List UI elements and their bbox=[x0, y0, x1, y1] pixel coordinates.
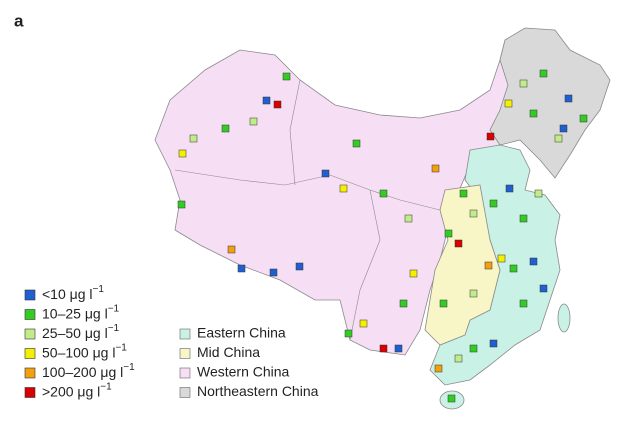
site bbox=[295, 262, 304, 271]
site bbox=[447, 394, 456, 403]
site bbox=[519, 299, 528, 308]
site bbox=[344, 329, 353, 338]
province-border bbox=[174, 169, 441, 211]
sampling-sites bbox=[177, 69, 588, 403]
legend-label-superscript: −1 bbox=[100, 381, 112, 392]
site bbox=[177, 200, 186, 209]
site bbox=[439, 299, 448, 308]
legend-label-superscript: −1 bbox=[93, 284, 105, 295]
site bbox=[379, 189, 388, 198]
legend-label-superscript: −1 bbox=[108, 303, 120, 314]
legend-label: 100–200 μg l−1 bbox=[42, 362, 135, 380]
western-china bbox=[154, 39, 526, 356]
site bbox=[273, 100, 282, 109]
site bbox=[249, 117, 258, 126]
site bbox=[379, 344, 388, 353]
legend-swatch bbox=[24, 289, 36, 301]
site bbox=[579, 114, 588, 123]
legend-label-text: 50–100 μg l bbox=[42, 344, 115, 360]
site bbox=[469, 289, 478, 298]
legend-label-superscript: −1 bbox=[123, 362, 135, 373]
site bbox=[505, 184, 514, 193]
site bbox=[484, 261, 493, 270]
site bbox=[444, 229, 453, 238]
panel-label: a bbox=[14, 11, 24, 30]
taiwan bbox=[557, 303, 571, 333]
site bbox=[178, 149, 187, 158]
site bbox=[509, 264, 518, 273]
site bbox=[554, 134, 563, 143]
site bbox=[489, 339, 498, 348]
province-border bbox=[349, 189, 381, 341]
legend-label: Western China bbox=[197, 364, 290, 380]
site bbox=[529, 109, 538, 118]
legend-label: 10–25 μg l−1 bbox=[42, 303, 120, 321]
site bbox=[409, 269, 418, 278]
legend-label: 25–50 μg l−1 bbox=[42, 323, 120, 341]
site bbox=[399, 299, 408, 308]
legend-label: Eastern China bbox=[197, 325, 286, 341]
legend-swatch bbox=[179, 367, 191, 379]
site bbox=[434, 364, 443, 373]
site bbox=[469, 344, 478, 353]
legend-label-text: 100–200 μg l bbox=[42, 364, 123, 380]
site bbox=[459, 189, 468, 198]
site bbox=[339, 184, 348, 193]
site bbox=[404, 214, 413, 223]
site bbox=[189, 134, 198, 143]
site bbox=[489, 199, 498, 208]
province-border bbox=[289, 79, 301, 186]
northeastern-china bbox=[489, 27, 611, 179]
site bbox=[529, 257, 538, 266]
legend-label-text: <10 μg l bbox=[42, 286, 93, 302]
legend-label: Northeastern China bbox=[197, 383, 319, 399]
legend: <10 μg l−110–25 μg l−125–50 μg l−150–100… bbox=[24, 284, 319, 399]
legend-label-text: >200 μg l bbox=[42, 383, 100, 399]
site bbox=[282, 72, 291, 81]
legend-swatch bbox=[179, 328, 191, 340]
legend-label: Mid China bbox=[197, 344, 260, 360]
legend-swatch bbox=[24, 309, 36, 320]
legend-label-text: 10–25 μg l bbox=[42, 305, 108, 321]
legend-swatch bbox=[179, 348, 191, 359]
site bbox=[519, 214, 528, 223]
site bbox=[227, 245, 236, 254]
legend-swatch bbox=[24, 328, 36, 340]
site bbox=[534, 189, 543, 198]
site bbox=[262, 96, 271, 105]
legend-label: 50–100 μg l−1 bbox=[42, 342, 127, 360]
site bbox=[359, 319, 368, 328]
site bbox=[559, 124, 568, 133]
legend-label-superscript: −1 bbox=[108, 323, 120, 334]
site bbox=[221, 124, 230, 133]
site bbox=[237, 264, 246, 273]
site bbox=[469, 209, 478, 218]
site bbox=[269, 268, 278, 277]
legend-swatch bbox=[179, 387, 191, 398]
site bbox=[539, 69, 548, 78]
legend-label: <10 μg l−1 bbox=[42, 284, 104, 302]
site bbox=[486, 132, 495, 141]
legend-swatch bbox=[24, 348, 36, 359]
site bbox=[539, 284, 548, 293]
site bbox=[504, 99, 513, 108]
site bbox=[321, 169, 330, 178]
legend-label: >200 μg l−1 bbox=[42, 381, 112, 399]
legend-swatch bbox=[24, 367, 36, 379]
legend-label-text: 25–50 μg l bbox=[42, 325, 108, 341]
site bbox=[454, 354, 463, 363]
site bbox=[497, 254, 506, 263]
site bbox=[352, 139, 361, 148]
site bbox=[519, 79, 528, 88]
legend-swatch bbox=[24, 387, 36, 398]
legend-label-superscript: −1 bbox=[115, 342, 127, 353]
site bbox=[394, 344, 403, 353]
site bbox=[454, 239, 463, 248]
site bbox=[431, 164, 440, 173]
site bbox=[564, 94, 573, 103]
